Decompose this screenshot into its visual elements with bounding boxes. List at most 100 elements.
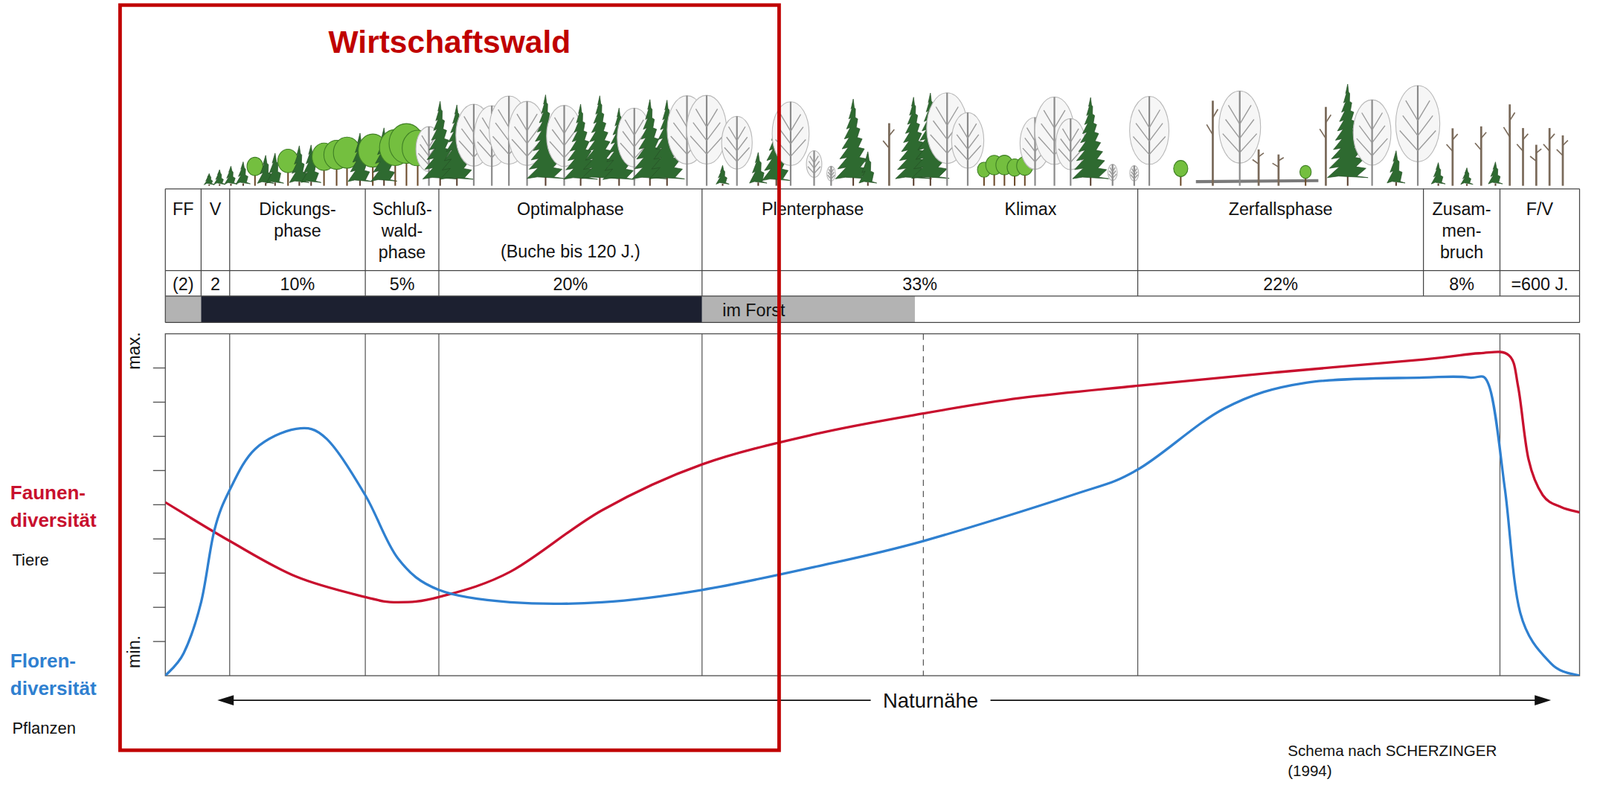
branch — [527, 113, 538, 131]
branch — [958, 123, 968, 139]
branch — [549, 141, 564, 158]
spruce — [1072, 97, 1110, 179]
branch — [420, 144, 430, 157]
branch — [1138, 110, 1150, 128]
text-line: 10% — [280, 274, 316, 294]
snag-stub — [1212, 109, 1218, 118]
snag-stub — [1503, 127, 1510, 137]
snag-stub — [1530, 156, 1537, 162]
branch — [1109, 167, 1113, 172]
branch — [498, 109, 509, 128]
snag-stub — [1272, 162, 1279, 167]
text-line: 20% — [553, 274, 589, 294]
branch — [967, 134, 979, 150]
snag-stub — [1252, 159, 1259, 164]
share-label: 20% — [553, 274, 589, 294]
branch — [492, 136, 509, 154]
share-label: 33% — [902, 274, 938, 294]
tree-trunk — [1395, 182, 1397, 186]
branch — [1058, 148, 1071, 163]
table-rule — [165, 188, 1580, 189]
phase-label: Optimalphase — [516, 199, 625, 219]
y-tick — [153, 572, 166, 574]
branch — [1043, 110, 1055, 128]
tree-trunk — [359, 180, 361, 186]
snag-stub — [1475, 142, 1481, 151]
branch — [1134, 168, 1137, 173]
phase-divider — [923, 333, 924, 677]
text-line: diversität — [10, 508, 97, 532]
phase-label: Schluß-wald-phase — [371, 199, 432, 262]
branch — [690, 136, 707, 154]
text-line: (1994) — [1287, 761, 1332, 779]
branch — [1112, 167, 1116, 172]
table-divider — [229, 188, 230, 297]
highlight-box — [119, 5, 779, 750]
branch — [673, 122, 687, 141]
tree-trunk — [852, 177, 854, 186]
text-line: Schluß- — [371, 199, 432, 219]
branch — [790, 139, 806, 157]
phase-label: Zerfallsphase — [1228, 199, 1333, 219]
text-line: =600 J. — [1510, 274, 1569, 294]
text-line: 22% — [1263, 274, 1299, 294]
phase-divider — [229, 333, 230, 677]
branch — [706, 122, 721, 141]
phase-label: Plenterphase — [761, 199, 864, 219]
branch — [1402, 115, 1418, 136]
snag — [1480, 126, 1483, 186]
share-label: 10% — [280, 274, 316, 294]
phase-divider — [701, 333, 703, 677]
text-line: Pflanzen — [12, 718, 76, 738]
branch — [624, 119, 635, 136]
branch — [956, 134, 968, 150]
branch — [810, 156, 815, 163]
branch — [1225, 119, 1240, 138]
tree-trunk — [208, 184, 210, 186]
tree-row — [203, 84, 1569, 186]
legend-label: Faunen-diversität — [10, 481, 97, 532]
axis-annotation: min. — [124, 635, 144, 668]
snag-stub — [1325, 114, 1331, 123]
branch — [954, 145, 968, 161]
text-line: 33% — [902, 274, 938, 294]
tree-trunk — [218, 183, 221, 186]
table-divider — [1137, 188, 1139, 297]
text-line: Optimalphase — [516, 199, 625, 219]
branch — [1135, 123, 1150, 142]
tree-trunk — [1494, 182, 1496, 186]
snag — [1521, 127, 1525, 186]
y-tick — [153, 504, 166, 506]
phase-divider — [364, 333, 366, 677]
y-tick — [153, 470, 166, 471]
branch — [967, 145, 982, 161]
branch — [516, 113, 528, 131]
management-label: im Forst — [722, 300, 786, 320]
snag-stub — [1522, 133, 1528, 140]
text-line: (2) — [172, 274, 194, 294]
branch — [790, 114, 802, 132]
branch — [695, 108, 707, 127]
text-line: im Forst — [722, 300, 786, 320]
branch — [1372, 138, 1389, 156]
table-edge — [165, 188, 166, 323]
legend-description: Tiere — [12, 550, 50, 570]
arrow-line — [227, 699, 872, 701]
branch — [1132, 136, 1150, 155]
spruce — [213, 169, 226, 185]
snag-stub — [1319, 128, 1326, 139]
text-line: Klimax — [1004, 199, 1057, 219]
text-line: Plenterphase — [761, 199, 864, 219]
snag-stub — [1258, 153, 1264, 157]
branch — [813, 156, 819, 163]
branch — [1070, 128, 1079, 143]
text-line: FF — [172, 199, 194, 219]
table-divider — [438, 188, 439, 297]
text-line: phase — [273, 220, 321, 241]
spruce — [1488, 162, 1503, 184]
phase-label: F/V — [1526, 199, 1554, 219]
branch — [676, 109, 688, 128]
y-tick — [153, 367, 166, 369]
branch — [1372, 112, 1383, 130]
spruce — [1387, 150, 1406, 183]
